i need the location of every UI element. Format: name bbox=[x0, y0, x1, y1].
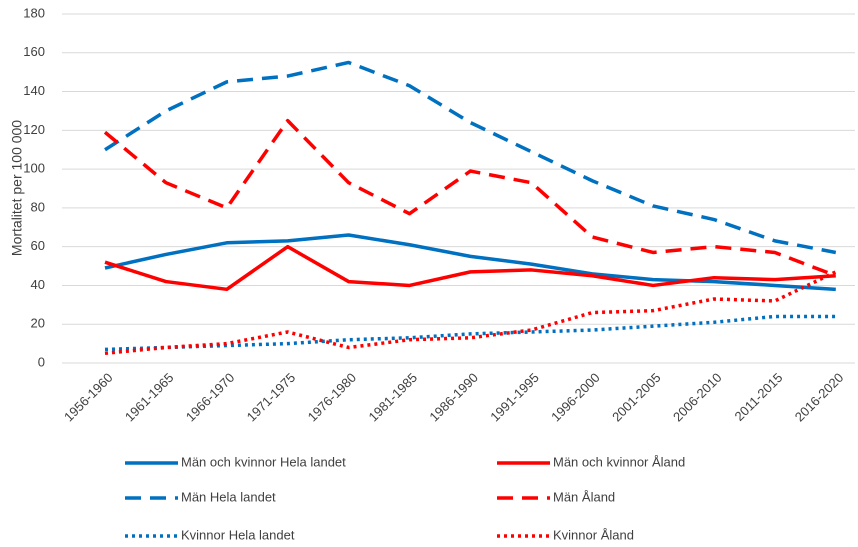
x-tick-label: 1996-2000 bbox=[548, 370, 603, 425]
y-tick-label: 160 bbox=[23, 44, 45, 59]
x-tick-label: 2011-2015 bbox=[732, 370, 786, 424]
x-tick-label: 1976-1980 bbox=[305, 370, 360, 425]
y-tick-label: 100 bbox=[23, 161, 45, 176]
y-tick-label: 180 bbox=[23, 5, 45, 20]
y-axis-label: Mortalitet per 100 000 bbox=[9, 120, 25, 256]
line bbox=[104, 60, 837, 255]
y-tick-label: 40 bbox=[31, 277, 45, 292]
legend-label: Män och kvinnor Hela landet bbox=[181, 454, 346, 469]
x-tick-label: 1961-1965 bbox=[122, 370, 177, 425]
legend-label: Män och kvinnor Åland bbox=[553, 454, 685, 469]
x-tick-label: 1966-1970 bbox=[183, 370, 238, 425]
x-tick-label: 2006-2010 bbox=[670, 370, 725, 425]
line bbox=[104, 314, 836, 352]
y-tick-label: 140 bbox=[23, 83, 45, 98]
legend-label: Kvinnor Åland bbox=[553, 527, 634, 542]
y-tick-label: 20 bbox=[31, 316, 45, 331]
y-tick-label: 120 bbox=[23, 122, 45, 137]
line bbox=[103, 118, 837, 278]
x-tick-label: 1986-1990 bbox=[426, 370, 481, 425]
x-tick-label: 1956-1960 bbox=[61, 370, 116, 425]
x-tick-label: 1991-1995 bbox=[487, 370, 542, 425]
x-tick-label: 1981-1985 bbox=[365, 370, 420, 425]
line bbox=[104, 270, 837, 356]
y-tick-label: 60 bbox=[31, 238, 45, 253]
x-tick-label: 2016-2020 bbox=[792, 370, 847, 425]
legend-label: Kvinnor Hela landet bbox=[181, 527, 295, 542]
y-tick-label: 80 bbox=[31, 199, 45, 214]
legend-label: Män Åland bbox=[553, 489, 615, 504]
legend-label: Män Hela landet bbox=[181, 489, 276, 504]
line bbox=[104, 233, 836, 292]
x-tick-label: 2001-2005 bbox=[609, 370, 664, 425]
x-tick-label: 1971-1975 bbox=[244, 370, 299, 425]
line bbox=[104, 244, 836, 292]
y-tick-label: 0 bbox=[38, 354, 45, 369]
